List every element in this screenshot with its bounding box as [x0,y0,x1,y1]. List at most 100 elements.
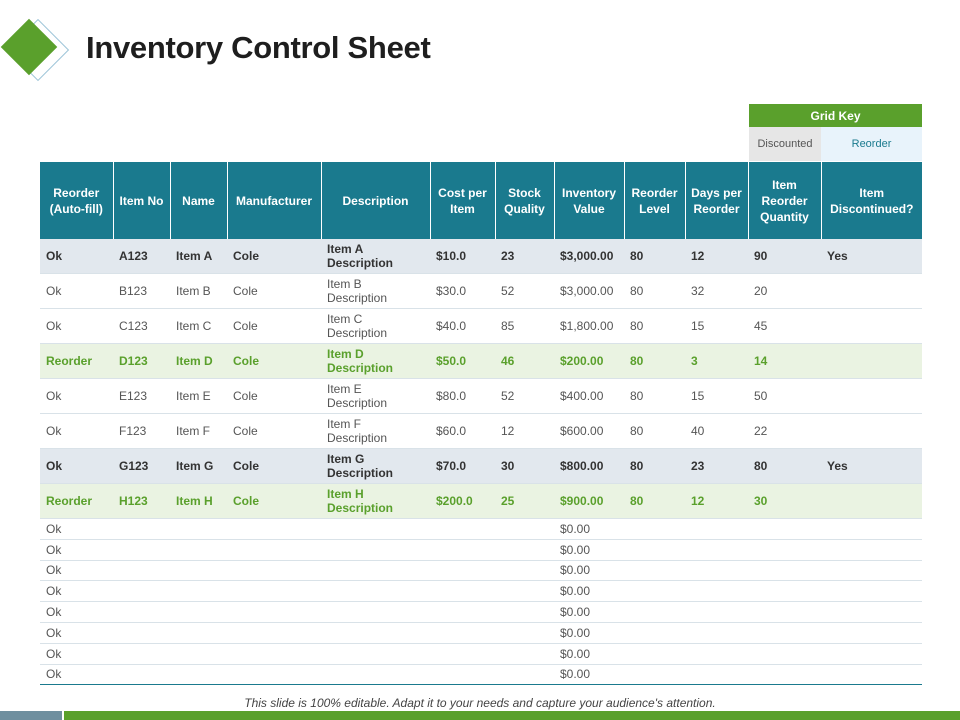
table-cell: 23 [495,239,554,274]
table-cell: D123 [113,343,170,379]
table-cell: 32 [685,273,748,309]
table-cell: $50.0 [430,343,495,379]
table-cell: Item G [170,448,227,484]
table-cell: 50 [748,378,821,414]
table-cell: 30 [748,483,821,519]
empty-row: Ok $0.00 [40,518,922,540]
table-cell: 23 [685,448,748,484]
table-cell [821,483,922,519]
table-cell: Cole [227,308,321,344]
table-cell: Cole [227,483,321,519]
table-cell: Ok [40,601,113,623]
table-row: Reorder H123 Item H Cole Item H Descript… [40,483,922,519]
table-row: Ok A123 Item A Cole Item A Description $… [40,239,922,274]
table-cell: $0.00 [554,643,624,665]
table-cell: Ok [40,308,113,344]
table-cell: E123 [113,378,170,414]
table-cell: $400.00 [554,378,624,414]
table-cell: $900.00 [554,483,624,519]
table-cell: Item B [170,273,227,309]
table-cell: Item G Description [321,448,430,484]
table-cell: Cole [227,448,321,484]
table-cell: 46 [495,343,554,379]
table-cell: 80 [624,273,685,309]
table-cell: Cole [227,239,321,274]
table-cell: 80 [624,308,685,344]
table-cell: Item A [170,239,227,274]
grid-key-reorder: Reorder [821,127,922,161]
empty-row: Ok $0.00 [40,622,922,644]
empty-row: Ok $0.00 [40,560,922,582]
table-cell: 80 [624,378,685,414]
table-cell: 80 [624,483,685,519]
table-cell: C123 [113,308,170,344]
column-header: Reorder (Auto-fill) [40,162,114,239]
grid-key-heading: Grid Key [749,104,922,127]
empty-row: Ok $0.00 [40,601,922,623]
table-cell: Yes [821,239,922,274]
table-row: Ok E123 Item E Cole Item E Description $… [40,378,922,414]
table-cell: 40 [685,413,748,449]
table-cell: $10.0 [430,239,495,274]
table-cell: Item E [170,378,227,414]
table-cell: Item H Description [321,483,430,519]
title-diamond-icon [0,18,80,88]
inventory-table: Reorder (Auto-fill) Item No Name Manufac… [40,162,922,686]
column-header: Item No [113,162,171,239]
table-cell: Ok [40,273,113,309]
table-cell: $3,000.00 [554,273,624,309]
empty-row: Ok $0.00 [40,643,922,665]
table-cell: B123 [113,273,170,309]
table-cell: Ok [40,239,113,274]
table-cell: 15 [685,378,748,414]
column-header: Reorder Level [624,162,686,239]
table-row: Ok G123 Item G Cole Item G Description $… [40,448,922,484]
column-header: Item Discontinued? [821,162,922,239]
table-cell: $600.00 [554,413,624,449]
column-header: Description [321,162,431,239]
table-row: Ok B123 Item B Cole Item B Description $… [40,273,922,309]
column-header: Stock Quality [495,162,555,239]
table-cell [821,308,922,344]
table-cell: 12 [495,413,554,449]
table-cell: $40.0 [430,308,495,344]
table-cell: $0.00 [554,518,624,540]
table-cell: Ok [40,560,113,582]
table-cell: $1,800.00 [554,308,624,344]
footer-note: This slide is 100% editable. Adapt it to… [244,696,716,710]
table-row: Reorder D123 Item D Cole Item D Descript… [40,343,922,379]
grid-key-discounted: Discounted [749,127,821,161]
table-cell: 12 [685,483,748,519]
table-cell: Yes [821,448,922,484]
table-cell: G123 [113,448,170,484]
table-cell: $0.00 [554,664,624,686]
table-cell [821,413,922,449]
table-cell: $200.0 [430,483,495,519]
table-cell: 80 [624,413,685,449]
table-cell: Reorder [40,343,113,379]
bottom-bar-right [64,711,960,720]
table-cell: $200.00 [554,343,624,379]
table-cell: Ok [40,643,113,665]
table-cell: A123 [113,239,170,274]
column-header: Item Reorder Quantity [748,162,822,239]
table-cell: 52 [495,273,554,309]
table-cell: 80 [624,239,685,274]
table-cell: $800.00 [554,448,624,484]
empty-row: Ok $0.00 [40,664,922,686]
table-cell: Item E Description [321,378,430,414]
table-cell [821,378,922,414]
table-cell: 15 [685,308,748,344]
table-cell: 90 [748,239,821,274]
table-cell: F123 [113,413,170,449]
empty-row: Ok $0.00 [40,580,922,603]
table-cell: $80.0 [430,378,495,414]
table-cell: 80 [624,343,685,379]
table-cell: Item C [170,308,227,344]
table-cell: $60.0 [430,413,495,449]
table-cell: 20 [748,273,821,309]
table-cell: $0.00 [554,560,624,582]
table-cell: Ok [40,378,113,414]
table-cell: 25 [495,483,554,519]
table-cell: Item F Description [321,413,430,449]
